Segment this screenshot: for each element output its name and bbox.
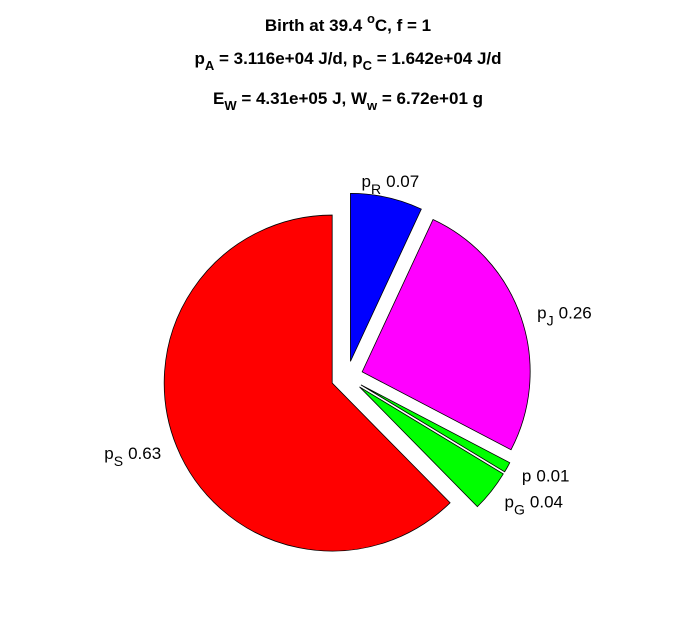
pie-slice: [350, 192, 422, 362]
label-sub: R: [371, 181, 381, 197]
slice-label: pR 0.07: [362, 172, 420, 197]
title-line: pA = 3.116e+04 J/d, pC = 1.642e+04 J/d: [194, 49, 501, 73]
title-line: EW = 4.31e+05 J, Ww = 6.72e+01 g: [213, 89, 483, 113]
slices: [163, 192, 531, 552]
title-text: = 4.31e+05 J, W: [237, 89, 368, 108]
title-text: = 6.72e+01 g: [377, 89, 483, 108]
label-name: p: [522, 467, 531, 486]
title-text: p: [194, 49, 204, 68]
title-text: = 3.116e+04 J/d, p: [214, 49, 362, 68]
label-sub: G: [514, 501, 525, 517]
pie-slice: [359, 386, 504, 508]
title-line: Birth at 39.4 oC, f = 1: [265, 11, 431, 35]
title-sub: C: [363, 58, 373, 73]
label-value: 0.63: [128, 444, 161, 463]
label-name: p: [505, 492, 514, 511]
label-name: p: [362, 172, 371, 191]
title-text: E: [213, 89, 224, 108]
pie-slice: [361, 219, 531, 451]
title-text: C, f = 1: [375, 16, 431, 35]
slice-label: pS 0.63: [104, 444, 161, 469]
title-sup: o: [367, 11, 375, 26]
title: Birth at 39.4 oC, f = 1 pA = 3.116e+04 J/…: [194, 11, 501, 113]
slice-label: pG 0.04: [505, 492, 563, 517]
label-sub: S: [114, 453, 123, 469]
label-value: 0.26: [559, 304, 592, 323]
label-name: p: [104, 444, 113, 463]
slice-label: p 0.01: [522, 467, 570, 486]
title-sub: w: [366, 98, 378, 113]
label-value: 0.04: [530, 492, 563, 511]
title-text: Birth at 39.4: [265, 16, 367, 35]
label-sub: J: [547, 313, 554, 329]
label-value: 0.07: [386, 172, 419, 191]
slice-label: pJ 0.26: [537, 304, 592, 329]
label-value: 0.01: [536, 467, 569, 486]
pie-slice: [163, 214, 451, 552]
title-text: = 1.642e+04 J/d: [372, 49, 502, 68]
pie-slice: [360, 384, 511, 473]
title-sub: A: [205, 58, 215, 73]
title-sub: W: [224, 98, 237, 113]
label-name: p: [537, 304, 546, 323]
